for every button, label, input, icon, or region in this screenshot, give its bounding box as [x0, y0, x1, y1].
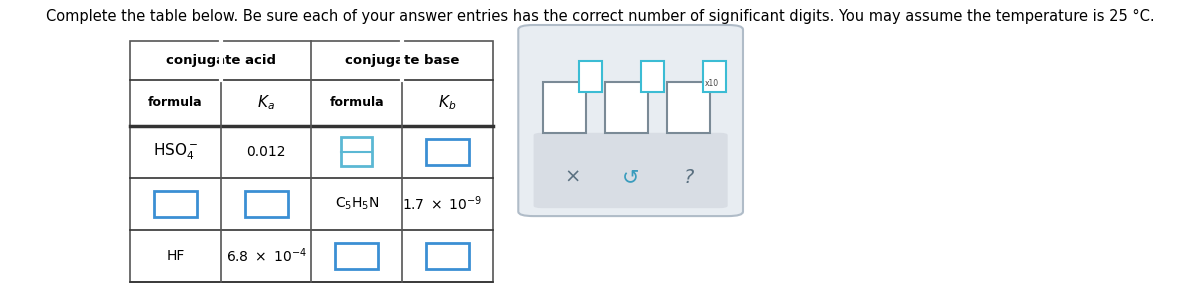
Text: conjugate base: conjugate base [344, 54, 460, 67]
Text: conjugate acid: conjugate acid [166, 54, 276, 67]
FancyBboxPatch shape [518, 25, 743, 216]
Text: formula: formula [330, 96, 384, 109]
Bar [130, 41, 493, 282]
Text: HF: HF [167, 249, 185, 263]
Text: $\mathrm{HSO}_4^-$: $\mathrm{HSO}_4^-$ [152, 141, 198, 162]
Bar [154, 191, 197, 217]
Bar [542, 82, 586, 133]
Text: ×: × [564, 168, 581, 187]
Bar [578, 61, 602, 91]
Bar [335, 243, 378, 269]
Bar [245, 191, 288, 217]
Text: $1.7\ \times\ 10^{-9}$: $1.7\ \times\ 10^{-9}$ [402, 195, 482, 213]
Text: 0.012: 0.012 [246, 145, 286, 159]
Bar [667, 82, 710, 133]
Bar [605, 82, 648, 133]
Text: $\mathit{K}_a$: $\mathit{K}_a$ [257, 93, 275, 112]
FancyBboxPatch shape [534, 133, 727, 208]
Text: $6.8\ \times\ 10^{-4}$: $6.8\ \times\ 10^{-4}$ [226, 247, 307, 265]
Text: ?: ? [684, 168, 694, 187]
Bar [641, 61, 664, 91]
Text: $\mathit{K}_b$: $\mathit{K}_b$ [438, 93, 456, 112]
Text: x10: x10 [706, 79, 719, 88]
Bar [703, 61, 726, 91]
Text: formula: formula [148, 96, 203, 109]
Bar [426, 243, 469, 269]
Bar [342, 137, 372, 166]
Text: Complete the table below. Be sure each of your answer entries has the correct nu: Complete the table below. Be sure each o… [46, 9, 1154, 24]
Text: $\mathrm{C_5H_5N}$: $\mathrm{C_5H_5N}$ [335, 196, 379, 212]
Bar [426, 139, 469, 165]
Text: ↺: ↺ [622, 167, 640, 187]
